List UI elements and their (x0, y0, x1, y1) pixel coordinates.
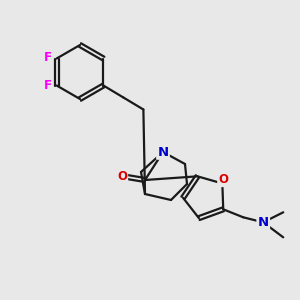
Text: N: N (258, 216, 269, 229)
Text: O: O (117, 170, 127, 184)
Text: F: F (44, 79, 52, 92)
Text: F: F (44, 51, 52, 64)
Text: N: N (158, 146, 169, 158)
Text: O: O (218, 173, 228, 186)
